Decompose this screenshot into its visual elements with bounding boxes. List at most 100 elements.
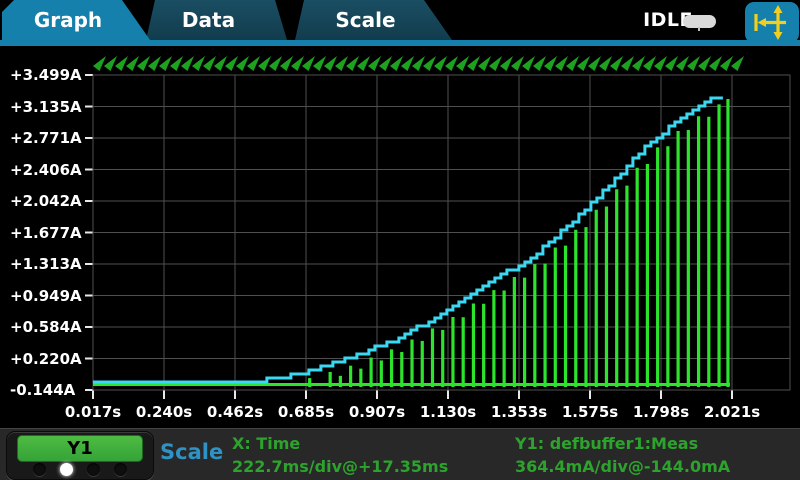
source-marker-triangle bbox=[489, 56, 502, 71]
source-marker-triangle bbox=[632, 56, 645, 71]
source-marker-triangle bbox=[214, 56, 227, 71]
terminal-indicator-icon bbox=[683, 15, 716, 31]
page-indicator[interactable] bbox=[7, 463, 153, 476]
source-marker-triangle bbox=[291, 56, 304, 71]
source-marker-triangle bbox=[533, 56, 546, 71]
tab-bar: Graph Data Scale IDLE bbox=[0, 0, 800, 46]
x-axis-label: 0.907s bbox=[348, 403, 406, 421]
source-marker-triangle bbox=[665, 56, 678, 71]
tab-graph[interactable]: Graph bbox=[2, 0, 150, 40]
y-scale-line2: 364.4mA/div@-144.0mA bbox=[515, 457, 731, 476]
page-dot[interactable] bbox=[87, 463, 100, 476]
x-axis-label: 0.017s bbox=[64, 403, 122, 421]
y-axis-label: +0.949A bbox=[10, 286, 82, 305]
x-scale-info: X: Time 222.7ms/div@+17.35ms bbox=[232, 432, 448, 478]
source-marker-triangle bbox=[412, 56, 425, 71]
x-axis-label: 2.021s bbox=[703, 403, 761, 421]
source-marker-triangle bbox=[280, 56, 293, 71]
source-marker-triangle bbox=[93, 56, 106, 71]
source-marker-triangle bbox=[423, 56, 436, 71]
y-axis-label: +2.042A bbox=[10, 192, 82, 210]
source-marker-triangle bbox=[401, 56, 414, 71]
x-scale-line1: X: Time bbox=[232, 434, 301, 453]
source-marker-triangle bbox=[313, 56, 326, 71]
tab-graph-label: Graph bbox=[33, 8, 103, 32]
source-marker-triangle bbox=[203, 56, 216, 71]
source-marker-triangle bbox=[654, 56, 667, 71]
tab-data[interactable]: Data bbox=[146, 0, 287, 40]
x-axis-label: 1.130s bbox=[419, 403, 477, 421]
source-marker-triangle bbox=[456, 56, 469, 71]
source-marker-triangle bbox=[148, 56, 161, 71]
source-marker-triangle bbox=[599, 56, 612, 71]
source-marker-triangle bbox=[335, 56, 348, 71]
source-marker-triangle bbox=[192, 56, 205, 71]
swipe-title: Scale bbox=[160, 440, 224, 464]
source-marker-triangle bbox=[170, 56, 183, 71]
source-marker-triangle bbox=[445, 56, 458, 71]
source-marker-triangle bbox=[258, 56, 271, 71]
source-marker-triangle bbox=[511, 56, 524, 71]
y-scale-info: Y1: defbuffer1:Meas 364.4mA/div@-144.0mA bbox=[515, 432, 730, 478]
source-marker-triangle bbox=[104, 56, 117, 71]
source-marker-triangle bbox=[544, 56, 557, 71]
source-marker-triangle bbox=[621, 56, 634, 71]
page-dot[interactable] bbox=[114, 463, 127, 476]
y-axis-label: +0.584A bbox=[10, 318, 82, 336]
x-axis-label: 1.353s bbox=[490, 403, 548, 421]
source-marker-triangle bbox=[159, 56, 172, 71]
x-axis-label: 0.685s bbox=[277, 403, 335, 421]
swipe-bar[interactable]: Y1 Scale X: Time 222.7ms/div@+17.35ms Y1… bbox=[0, 428, 800, 480]
x-axis-label: 1.575s bbox=[561, 403, 619, 421]
tab-underline bbox=[0, 40, 800, 46]
x-axis-label: 0.462s bbox=[206, 403, 264, 421]
source-marker-triangle bbox=[643, 56, 656, 71]
source-marker-triangle bbox=[324, 56, 337, 71]
plot-frame bbox=[92, 74, 791, 391]
source-marker-triangle bbox=[225, 56, 238, 71]
y-axis-label: +3.135A bbox=[10, 97, 82, 116]
source-marker-triangle bbox=[269, 56, 282, 71]
source-marker-triangle bbox=[434, 56, 447, 71]
pan-scale-button[interactable] bbox=[745, 2, 799, 43]
source-marker-triangle bbox=[566, 56, 579, 71]
source-marker-triangle bbox=[588, 56, 601, 71]
x-scale-line2: 222.7ms/div@+17.35ms bbox=[232, 457, 449, 476]
source-marker-triangle bbox=[181, 56, 194, 71]
source-marker-triangle bbox=[577, 56, 590, 71]
source-marker-triangle bbox=[379, 56, 392, 71]
x-axis-label: 1.798s bbox=[632, 403, 690, 421]
source-marker-triangle bbox=[698, 56, 711, 71]
x-axis-label: 0.240s bbox=[135, 403, 193, 421]
pan-scale-icon bbox=[754, 5, 786, 40]
source-marker-triangle bbox=[357, 56, 370, 71]
source-marker-triangle bbox=[115, 56, 128, 71]
y-axis-label: +0.220A bbox=[10, 349, 82, 368]
y-axis-label: +2.771A bbox=[10, 129, 82, 147]
source-marker-triangle bbox=[676, 56, 689, 71]
page-dot[interactable] bbox=[60, 463, 73, 476]
source-marker-triangle bbox=[467, 56, 480, 71]
source-marker-triangle bbox=[390, 56, 403, 71]
tab-data-label: Data bbox=[181, 8, 236, 32]
source-marker-triangle bbox=[302, 56, 315, 71]
graph-plot-area[interactable] bbox=[0, 46, 800, 428]
envelope-trace bbox=[92, 96, 723, 384]
source-marker-triangle bbox=[126, 56, 139, 71]
source-marker-triangle bbox=[720, 56, 733, 71]
y-axis-label: -0.144A bbox=[10, 381, 76, 399]
source-marker-triangle bbox=[610, 56, 623, 71]
source-marker-triangle bbox=[687, 56, 700, 71]
y1-trace-button[interactable]: Y1 bbox=[17, 435, 143, 462]
source-marker-triangle bbox=[346, 56, 359, 71]
source-marker-triangle bbox=[709, 56, 722, 71]
page-dot[interactable] bbox=[33, 463, 46, 476]
y-axis-label: +2.406A bbox=[10, 160, 82, 179]
source-marker-triangle bbox=[247, 56, 260, 71]
source-marker-triangle bbox=[137, 56, 150, 71]
source-marker-triangle bbox=[522, 56, 535, 71]
source-marker-triangle bbox=[731, 56, 744, 71]
trace-selector-widget: Y1 bbox=[6, 431, 154, 480]
tab-scale[interactable]: Scale bbox=[295, 0, 452, 40]
